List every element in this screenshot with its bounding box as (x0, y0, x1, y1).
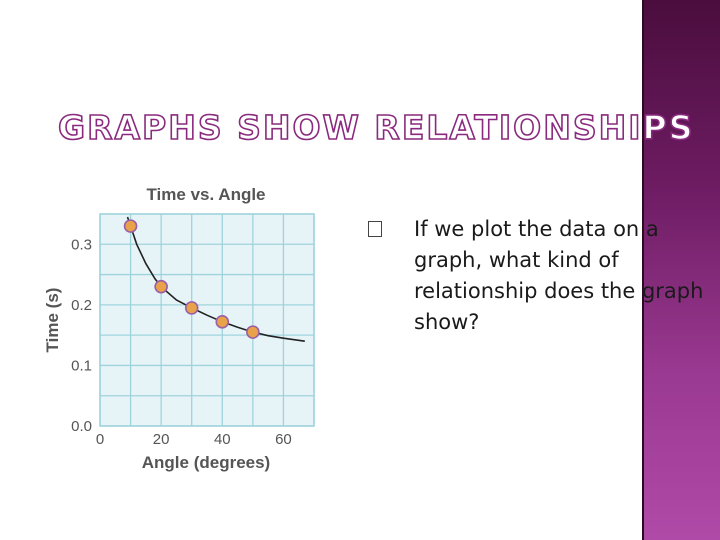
data-point (246, 325, 260, 339)
data-point (184, 301, 199, 315)
decorative-side-band (642, 0, 720, 540)
data-point (154, 279, 168, 294)
x-tick-label: 20 (153, 431, 170, 448)
chart-container: Time vs. Angle 0 20 40 60 0.0 0.1 0.2 0.3 Angle… (36, 180, 336, 480)
y-tick-label: 0.0 (71, 418, 92, 435)
x-tick-label: 60 (275, 431, 292, 448)
slide-title: GRAPHS SHOW RELATIONSHIPS (57, 107, 695, 148)
data-point (215, 315, 230, 329)
y-axis-label: Time (s) (43, 288, 62, 353)
chart-title: Time vs. Angle (146, 185, 265, 204)
y-tick-label: 0.1 (71, 357, 92, 374)
x-axis-label: Angle (degrees) (142, 453, 270, 472)
y-tick-label: 0.3 (71, 236, 92, 253)
plot-background (99, 213, 315, 427)
x-tick-label: 40 (214, 431, 231, 448)
bullet-icon (368, 221, 382, 237)
bullet-text: If we plot the data on a graph, what kin… (414, 217, 704, 334)
data-point (123, 219, 138, 233)
y-tick-label: 0.2 (71, 297, 92, 314)
time-vs-angle-chart: Time vs. Angle 0 20 40 60 0.0 0.1 0.2 0.3 Angle… (43, 185, 315, 472)
x-tick-label: 0 (96, 431, 104, 448)
